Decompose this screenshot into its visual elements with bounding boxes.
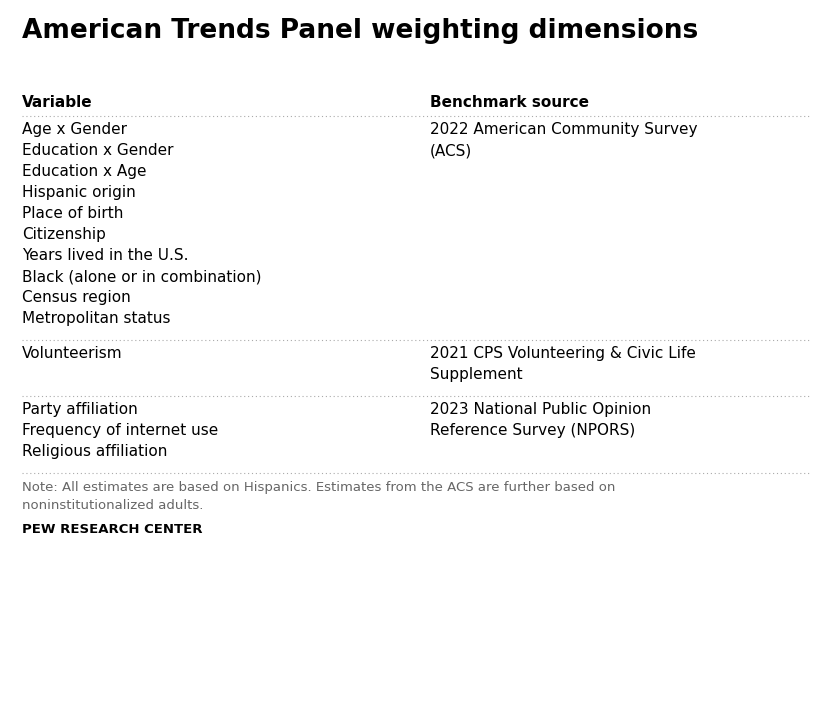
Text: 2022 American Community Survey: 2022 American Community Survey (430, 122, 697, 137)
Text: Frequency of internet use: Frequency of internet use (22, 423, 218, 438)
Text: Metropolitan status: Metropolitan status (22, 311, 171, 326)
Text: Age x Gender: Age x Gender (22, 122, 127, 137)
Text: (ACS): (ACS) (430, 143, 472, 158)
Text: Black (alone or in combination): Black (alone or in combination) (22, 269, 261, 284)
Text: Education x Age: Education x Age (22, 164, 146, 179)
Text: Citizenship: Citizenship (22, 227, 106, 242)
Text: Education x Gender: Education x Gender (22, 143, 174, 158)
Text: 2023 National Public Opinion: 2023 National Public Opinion (430, 402, 651, 417)
Text: Volunteerism: Volunteerism (22, 346, 123, 361)
Text: American Trends Panel weighting dimensions: American Trends Panel weighting dimensio… (22, 18, 698, 44)
Text: Place of birth: Place of birth (22, 206, 123, 221)
Text: Party affiliation: Party affiliation (22, 402, 138, 417)
Text: Variable: Variable (22, 95, 92, 110)
Text: Hispanic origin: Hispanic origin (22, 185, 136, 200)
Text: Reference Survey (NPORS): Reference Survey (NPORS) (430, 423, 635, 438)
Text: Religious affiliation: Religious affiliation (22, 444, 167, 459)
Text: 2021 CPS Volunteering & Civic Life: 2021 CPS Volunteering & Civic Life (430, 346, 696, 361)
Text: PEW RESEARCH CENTER: PEW RESEARCH CENTER (22, 523, 202, 536)
Text: Census region: Census region (22, 290, 131, 305)
Text: Supplement: Supplement (430, 367, 522, 382)
Text: Benchmark source: Benchmark source (430, 95, 589, 110)
Text: Note: All estimates are based on Hispanics. Estimates from the ACS are further b: Note: All estimates are based on Hispani… (22, 481, 616, 512)
Text: Years lived in the U.S.: Years lived in the U.S. (22, 248, 188, 263)
